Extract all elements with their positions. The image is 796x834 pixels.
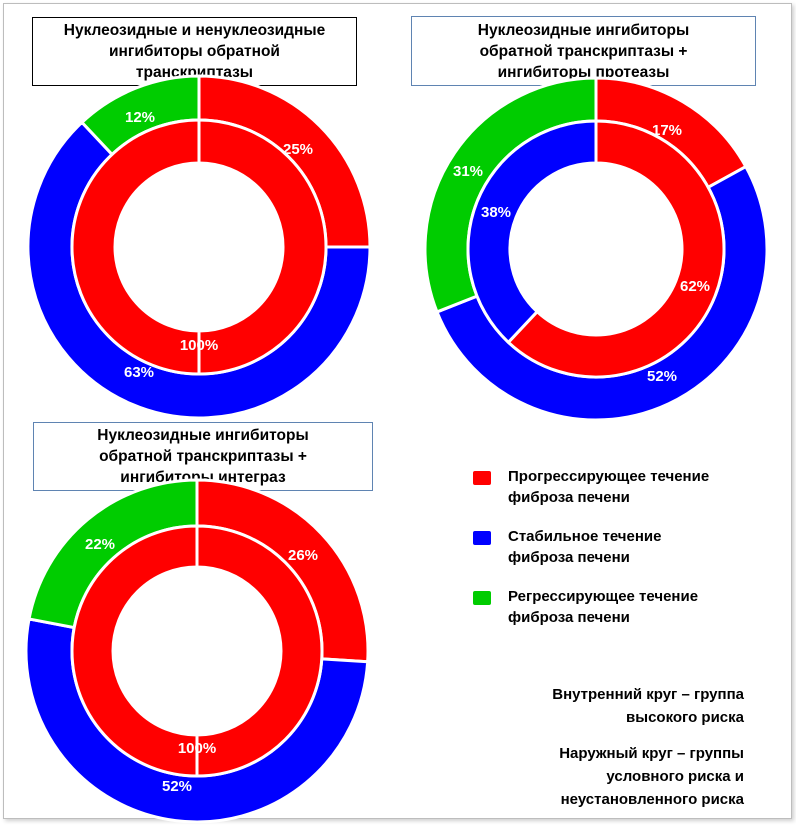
chart3-inner-slice-1 — [70, 524, 324, 778]
chart2-inner-label-2: 38% — [481, 204, 511, 221]
chart2-title: Нуклеозидные ингибиторы обратной транскр… — [477, 21, 690, 81]
chart3-outer-label-3: 22% — [85, 536, 115, 553]
note-inner-text: Внутренний круг – группа высокого риска — [552, 686, 744, 726]
chart3-outer-label-2: 52% — [162, 778, 192, 795]
chart2-title-box: Нуклеозидные ингибиторы обратной транскр… — [411, 16, 756, 86]
chart2-outer-label-3: 31% — [453, 163, 483, 180]
chart2-inner-label-1: 62% — [680, 278, 710, 295]
chart2-inner-slice-2 — [466, 119, 598, 345]
legend-swatch-regressive — [473, 591, 491, 605]
legend-label-regressive: Регрессирующее течение фиброза печени — [508, 588, 699, 626]
chart1-inner-label-1: 100% — [180, 337, 218, 354]
chart1-title: Нуклеозидные и ненуклеозидные ингибиторы… — [63, 22, 326, 81]
note-outer-circle: Наружный круг – группы условного риска и… — [476, 719, 766, 834]
chart1-outer-label-1: 25% — [283, 141, 313, 158]
legend-label-progressive: Прогрессирующее течение фиброза печени — [508, 468, 710, 506]
chart1-outer-label-2: 63% — [124, 364, 154, 381]
chart2-outer-label-2: 52% — [647, 368, 677, 385]
chart1-title-box: Нуклеозидные и ненуклеозидные ингибиторы… — [32, 17, 357, 86]
chart3-inner-label-1: 100% — [178, 740, 216, 757]
chart3-outer-label-1: 26% — [288, 547, 318, 564]
note-inner-circle: Внутренний круг – группа высокого риска — [476, 660, 766, 752]
note-outer-text: Наружный круг – группы условного риска и… — [559, 745, 744, 808]
chart2-inner-slice-1 — [506, 119, 726, 379]
chart1-inner-slice-1 — [70, 118, 328, 376]
chart2-outer-label-1: 17% — [652, 122, 682, 139]
legend-swatch-progressive — [473, 471, 491, 485]
legend-label-stable: Стабильное течение фиброза печени — [508, 528, 662, 566]
legend-swatch-stable — [473, 531, 491, 545]
chart1-outer-label-3: 12% — [125, 109, 155, 126]
